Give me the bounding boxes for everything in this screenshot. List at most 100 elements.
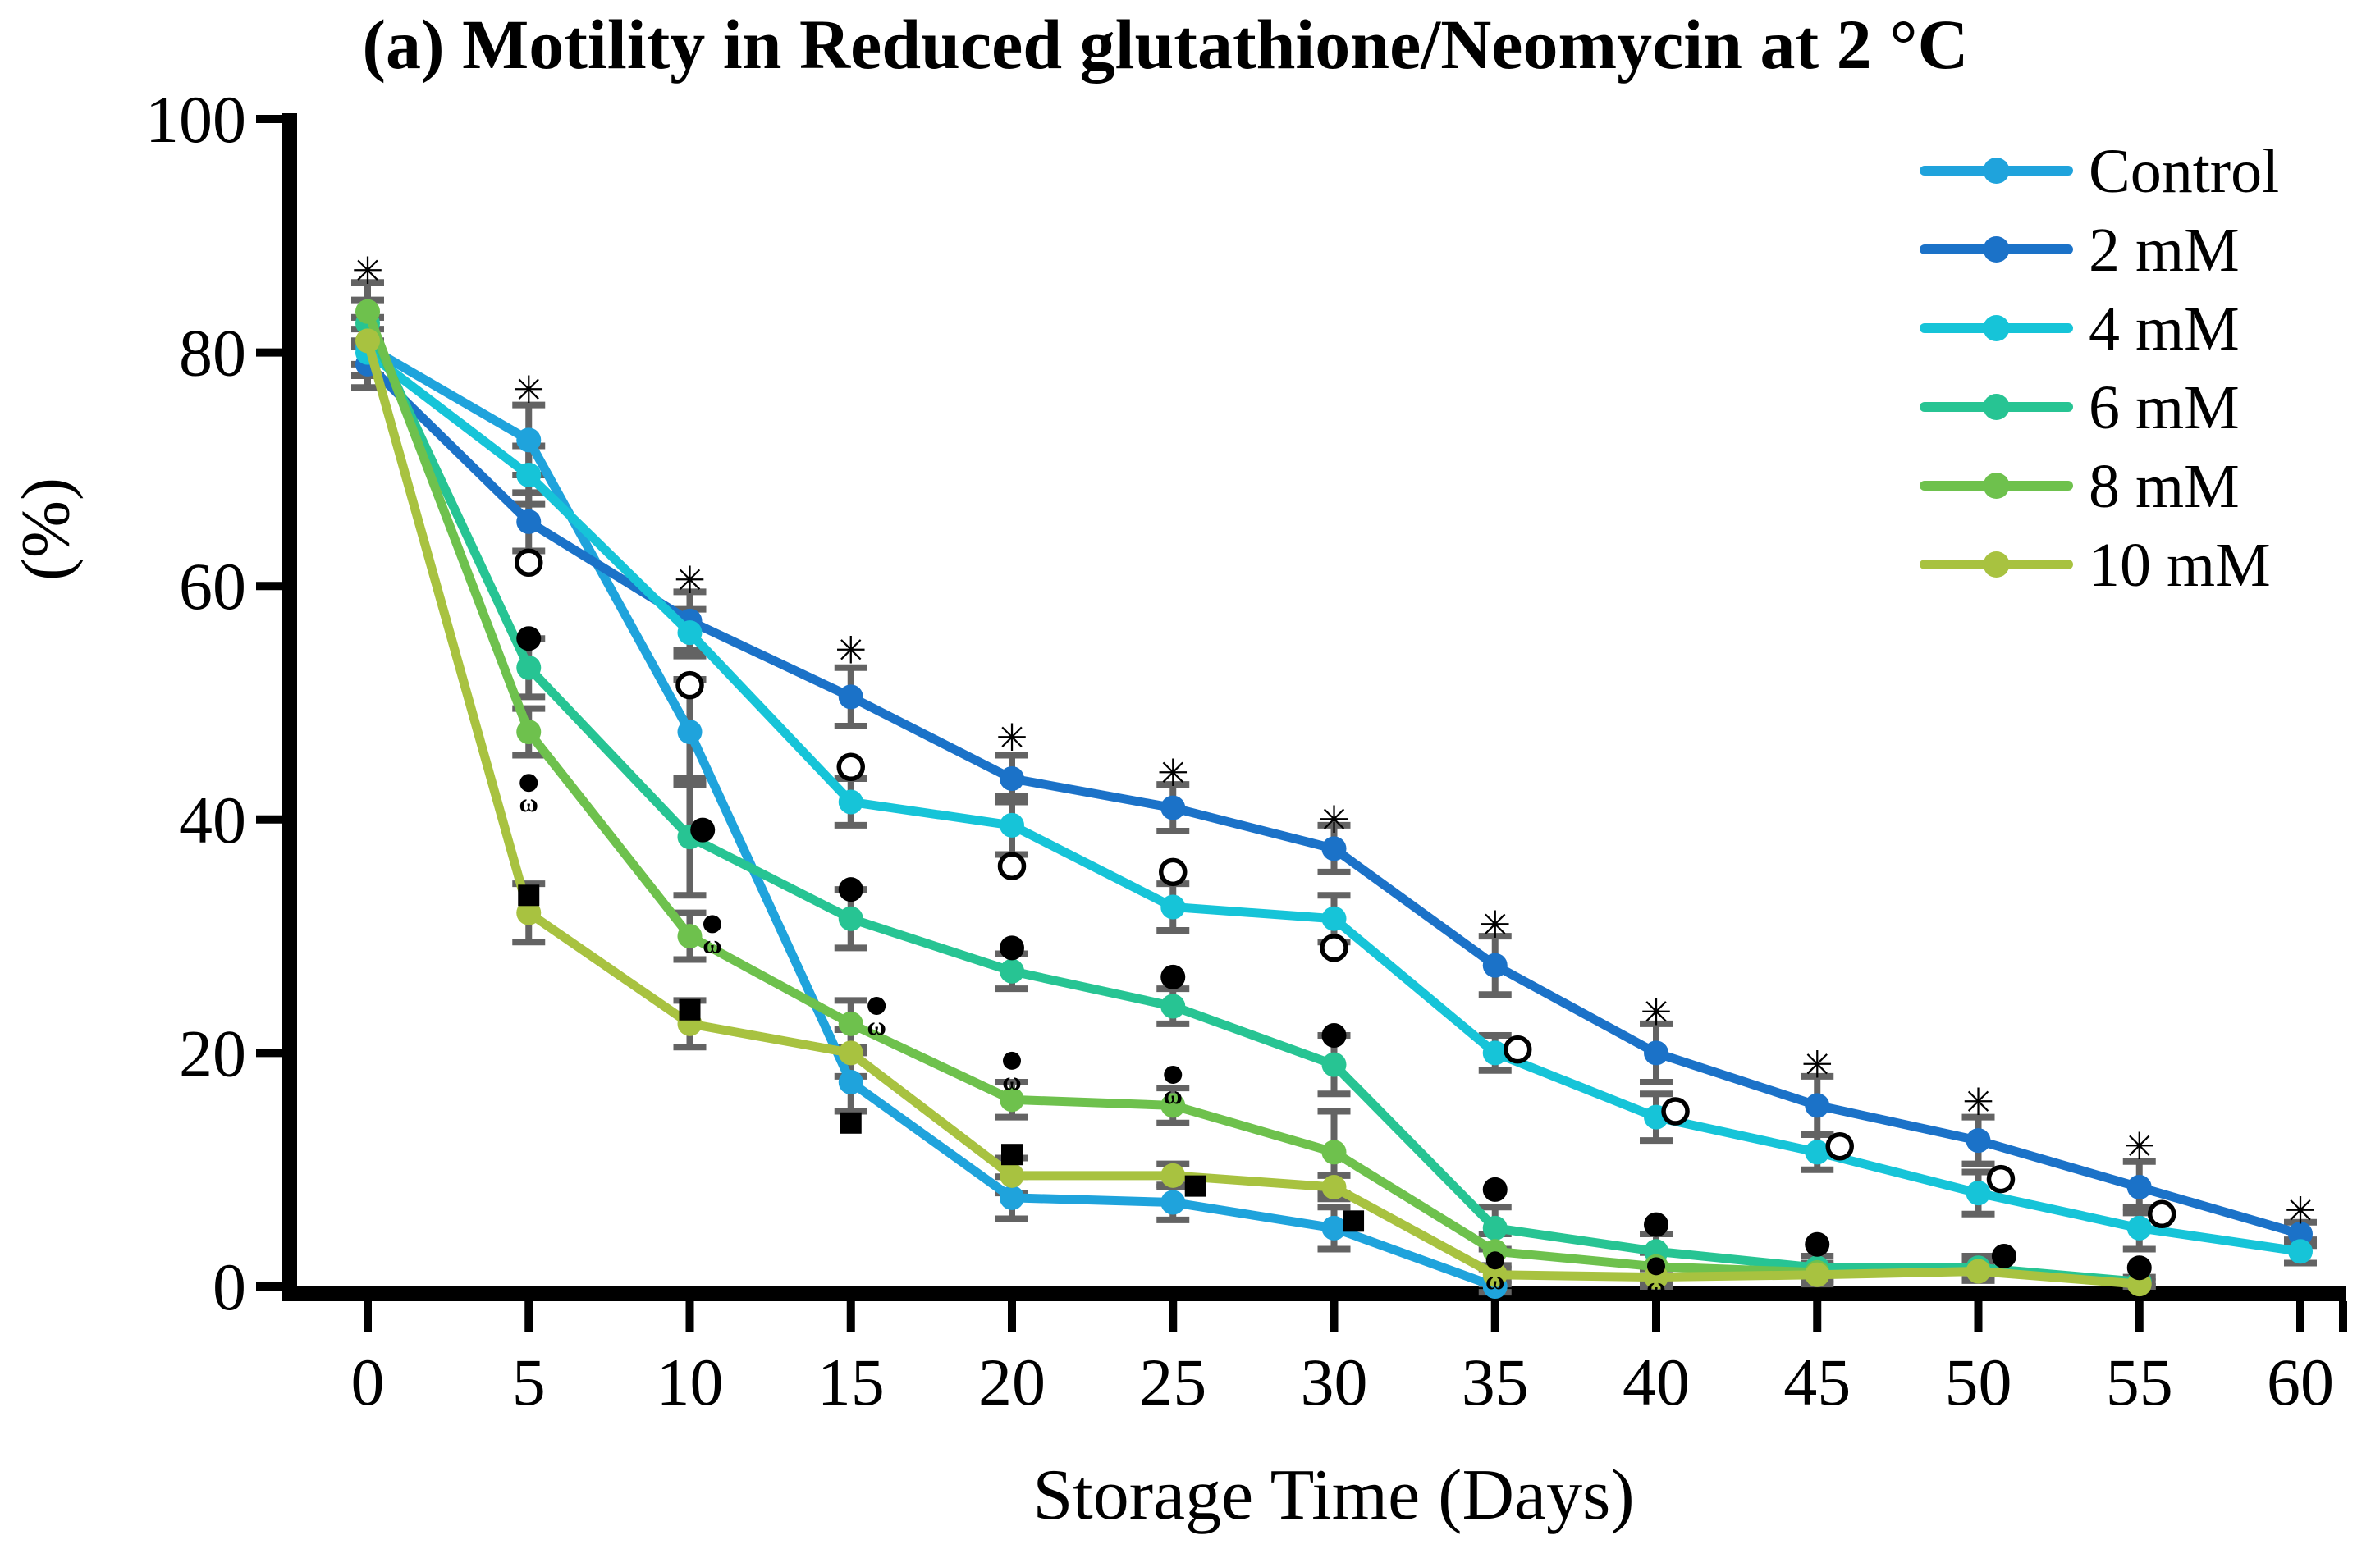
data-point bbox=[516, 900, 542, 925]
svg-text:ω: ω bbox=[1646, 1271, 1665, 1300]
asterisk-marker: ✳ bbox=[1479, 902, 1511, 947]
legend-marker bbox=[1983, 315, 2010, 341]
data-point bbox=[1000, 1163, 1024, 1188]
data-point bbox=[355, 299, 380, 324]
x-tick-label: 10 bbox=[657, 1345, 724, 1419]
data-point bbox=[1160, 994, 1186, 1019]
data-point bbox=[1160, 1190, 1186, 1215]
open-circle-marker bbox=[675, 670, 704, 700]
data-point bbox=[1160, 1093, 1186, 1118]
asterisk-marker: ✳ bbox=[996, 715, 1028, 760]
data-point bbox=[1482, 1040, 1508, 1066]
dot-omega-marker: ω bbox=[703, 915, 722, 958]
filled-circle-marker bbox=[838, 877, 863, 902]
data-point bbox=[516, 463, 542, 488]
y-tick-label: 40 bbox=[179, 783, 246, 857]
asterisk-marker: ✳ bbox=[1318, 797, 1350, 842]
open-circle-marker bbox=[515, 548, 543, 577]
data-point bbox=[1805, 1262, 1830, 1287]
open-circle-marker bbox=[1159, 857, 1188, 887]
series-line bbox=[363, 318, 2144, 1286]
series-6-mm bbox=[355, 311, 2152, 1295]
asterisk-marker: ✳ bbox=[835, 628, 867, 672]
legend-item-2-mm: 2 mM bbox=[1920, 216, 2240, 285]
dot-omega-marker: ω bbox=[1164, 1065, 1183, 1109]
filled-circle-marker bbox=[1321, 1023, 1347, 1049]
data-point bbox=[1644, 1040, 1668, 1066]
y-tick-label: 0 bbox=[213, 1250, 246, 1324]
filled-circle-marker bbox=[1000, 935, 1024, 961]
y-axis-label: (%) bbox=[7, 477, 85, 581]
legend-label: 2 mM bbox=[2089, 216, 2240, 285]
x-tick-label: 35 bbox=[1462, 1345, 1529, 1419]
filled-square-marker bbox=[840, 1112, 862, 1134]
data-point bbox=[838, 1069, 863, 1094]
data-point bbox=[516, 720, 542, 745]
asterisk-marker: ✳ bbox=[1641, 990, 1673, 1035]
open-circle-marker bbox=[836, 752, 865, 782]
series-line bbox=[363, 307, 1822, 1277]
x-tick-label: 25 bbox=[1139, 1345, 1206, 1419]
x-tick-label: 15 bbox=[817, 1345, 885, 1419]
filled-square-marker bbox=[1001, 1144, 1023, 1166]
asterisk-marker: ✳ bbox=[352, 249, 384, 293]
legend-label: 8 mM bbox=[2089, 452, 2240, 521]
data-point bbox=[1000, 765, 1024, 791]
filled-circle-marker bbox=[1644, 1212, 1668, 1237]
data-point bbox=[2288, 1239, 2313, 1264]
data-point bbox=[1321, 906, 1347, 931]
axes: 0 20 40 60 80 100 0 5 10 15 20 25 30 35 40 45 50 55 60 bbox=[145, 82, 2347, 1419]
filled-circle-marker bbox=[1991, 1244, 2016, 1269]
dot-omega-marker: ω bbox=[519, 774, 538, 817]
data-point bbox=[2126, 1215, 2152, 1241]
data-point bbox=[1000, 1087, 1024, 1113]
y-tick-label: 60 bbox=[179, 549, 246, 624]
data-point bbox=[838, 1040, 863, 1066]
data-point bbox=[677, 620, 703, 646]
data-point bbox=[1805, 1140, 1830, 1165]
data-point bbox=[1160, 894, 1186, 920]
data-point bbox=[1000, 958, 1024, 984]
filled-circle-marker bbox=[1482, 1177, 1508, 1202]
data-point bbox=[838, 684, 863, 710]
x-tick-label: 50 bbox=[1945, 1345, 2012, 1419]
significance-markers: ✳ ✳ ✳ ✳ ✳ ✳ ✳ ✳ ✳ ✳ ✳ ✳ ✳ ω ω ω ω ω ω ω bbox=[352, 249, 2317, 1300]
y-tick-label: 20 bbox=[179, 1016, 246, 1090]
data-point bbox=[1482, 1262, 1508, 1287]
open-circle-marker bbox=[1661, 1097, 1690, 1126]
x-tick-label: 0 bbox=[351, 1345, 385, 1419]
legend-marker bbox=[1983, 394, 2010, 420]
data-point bbox=[1000, 1185, 1024, 1210]
open-circle-marker bbox=[1986, 1164, 2016, 1194]
data-point bbox=[838, 1011, 863, 1036]
filled-square-marker bbox=[1184, 1175, 1206, 1197]
data-point bbox=[1805, 1093, 1830, 1118]
data-point bbox=[1000, 812, 1024, 838]
filled-circle-marker bbox=[2126, 1255, 2152, 1281]
data-point bbox=[2126, 1175, 2152, 1200]
asterisk-marker: ✳ bbox=[513, 368, 545, 412]
data-point bbox=[1321, 1052, 1347, 1077]
data-point bbox=[1321, 1175, 1347, 1200]
legend-marker bbox=[1983, 551, 2010, 578]
legend: Control 2 mM 4 mM 6 mM 8 mM 10 mM bbox=[1920, 137, 2279, 600]
legend-marker bbox=[1983, 473, 2010, 499]
legend-marker bbox=[1983, 236, 2010, 263]
open-circle-marker bbox=[1503, 1035, 1532, 1064]
legend-item-4-mm: 4 mM bbox=[1920, 295, 2240, 363]
legend-marker bbox=[1983, 158, 2010, 184]
legend-label: 10 mM bbox=[2089, 531, 2271, 600]
legend-label: 4 mM bbox=[2089, 295, 2240, 363]
asterisk-marker: ✳ bbox=[674, 558, 706, 602]
data-point bbox=[516, 655, 542, 680]
series-line bbox=[363, 336, 2144, 1289]
x-tick-label: 5 bbox=[512, 1345, 546, 1419]
data-point bbox=[838, 906, 863, 931]
asterisk-marker: ✳ bbox=[2123, 1124, 2155, 1168]
data-point bbox=[1966, 1128, 1991, 1154]
legend-label: 6 mM bbox=[2089, 373, 2240, 442]
svg-text:ω: ω bbox=[703, 929, 721, 958]
filled-square-marker bbox=[1343, 1210, 1365, 1232]
data-point bbox=[1160, 795, 1186, 820]
